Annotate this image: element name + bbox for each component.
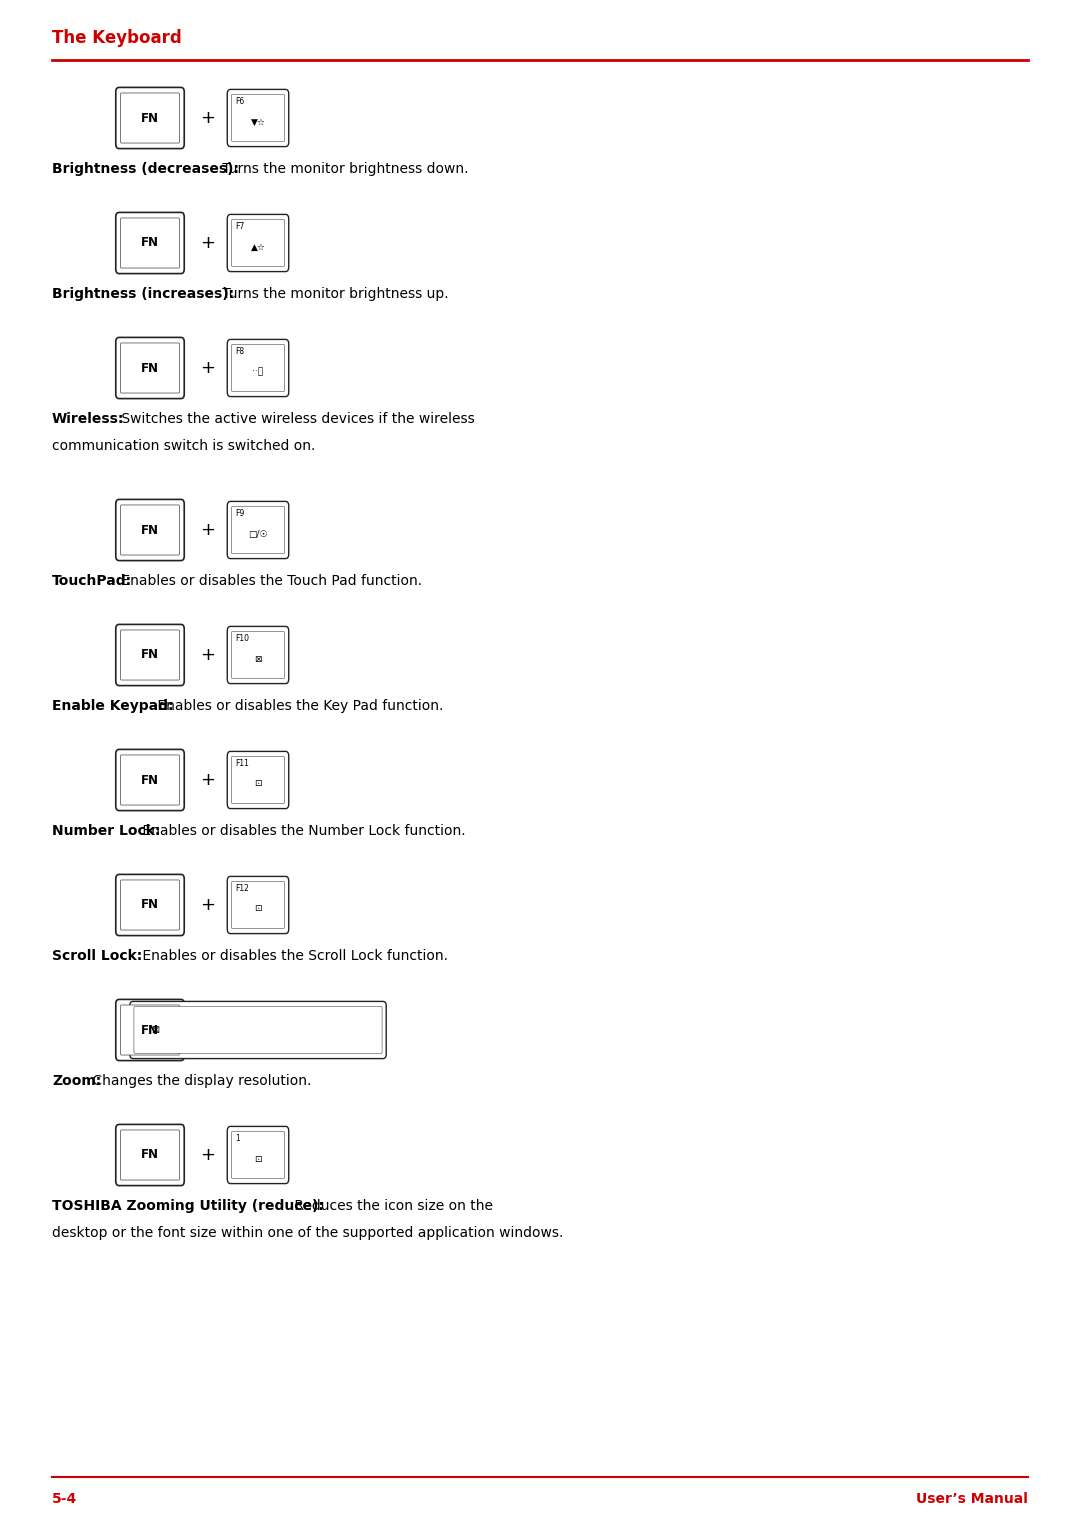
Text: Scroll Lock:: Scroll Lock: <box>52 950 143 963</box>
Text: Enables or disables the Scroll Lock function.: Enables or disables the Scroll Lock func… <box>138 950 448 963</box>
Text: +: + <box>201 645 216 664</box>
Text: +: + <box>201 1021 216 1040</box>
Text: Brightness (decreases):: Brightness (decreases): <box>52 162 239 176</box>
Text: Switches the active wireless devices if the wireless: Switches the active wireless devices if … <box>117 411 474 427</box>
Text: Brightness (increases):: Brightness (increases): <box>52 287 234 301</box>
Text: FN: FN <box>141 112 159 124</box>
Text: ⊡: ⊡ <box>254 1154 261 1164</box>
Text: The Keyboard: The Keyboard <box>52 29 181 47</box>
Text: User’s Manual: User’s Manual <box>916 1492 1028 1506</box>
Text: TOSHIBA Zooming Utility (reduce):: TOSHIBA Zooming Utility (reduce): <box>52 1199 324 1212</box>
Text: ▼☆: ▼☆ <box>251 118 266 127</box>
Text: +: + <box>201 1147 216 1164</box>
Text: +: + <box>201 109 216 127</box>
Text: Enables or disables the Number Lock function.: Enables or disables the Number Lock func… <box>138 824 467 838</box>
Text: Enables or disables the Touch Pad function.: Enables or disables the Touch Pad functi… <box>117 573 422 589</box>
Text: ⊠: ⊠ <box>151 1024 159 1035</box>
Text: Changes the display resolution.: Changes the display resolution. <box>87 1073 311 1089</box>
Text: 5-4: 5-4 <box>52 1492 78 1506</box>
Text: F11: F11 <box>235 758 248 768</box>
Text: F7: F7 <box>235 222 244 231</box>
Text: F9: F9 <box>235 509 244 518</box>
Text: ⊠: ⊠ <box>254 654 261 664</box>
Text: F6: F6 <box>235 96 244 106</box>
Text: +: + <box>201 896 216 914</box>
Text: □/☉: □/☉ <box>248 529 268 538</box>
Text: ··⦿: ··⦿ <box>253 367 264 376</box>
Text: FN: FN <box>141 648 159 662</box>
Text: desktop or the font size within one of the supported application windows.: desktop or the font size within one of t… <box>52 1226 564 1240</box>
Text: Turns the monitor brightness down.: Turns the monitor brightness down. <box>217 162 468 176</box>
Text: Enables or disables the Key Pad function.: Enables or disables the Key Pad function… <box>152 699 443 713</box>
Text: Enable Keypad:: Enable Keypad: <box>52 699 174 713</box>
Text: Number Lock:: Number Lock: <box>52 824 160 838</box>
Text: +: + <box>201 359 216 378</box>
Text: Zoom:: Zoom: <box>52 1073 102 1089</box>
Text: +: + <box>201 521 216 540</box>
Text: FN: FN <box>141 523 159 537</box>
Text: TouchPad:: TouchPad: <box>52 573 132 589</box>
Text: F12: F12 <box>235 884 248 893</box>
Text: F10: F10 <box>235 635 249 644</box>
Text: 1: 1 <box>235 1135 240 1144</box>
Text: ⊡: ⊡ <box>254 905 261 913</box>
Text: ▲☆: ▲☆ <box>251 243 266 251</box>
Text: Reduces the icon size on the: Reduces the icon size on the <box>289 1199 492 1212</box>
Text: FN: FN <box>141 1023 159 1037</box>
Text: FN: FN <box>141 237 159 249</box>
Text: FN: FN <box>141 361 159 375</box>
Text: FN: FN <box>141 1148 159 1162</box>
Text: FN: FN <box>141 774 159 786</box>
Text: +: + <box>201 234 216 252</box>
Text: F8: F8 <box>235 347 244 356</box>
Text: Wireless:: Wireless: <box>52 411 124 427</box>
Text: FN: FN <box>141 899 159 911</box>
Text: Turns the monitor brightness up.: Turns the monitor brightness up. <box>217 287 448 301</box>
Text: communication switch is switched on.: communication switch is switched on. <box>52 439 315 453</box>
Text: ⊡: ⊡ <box>254 780 261 789</box>
Text: +: + <box>201 771 216 789</box>
